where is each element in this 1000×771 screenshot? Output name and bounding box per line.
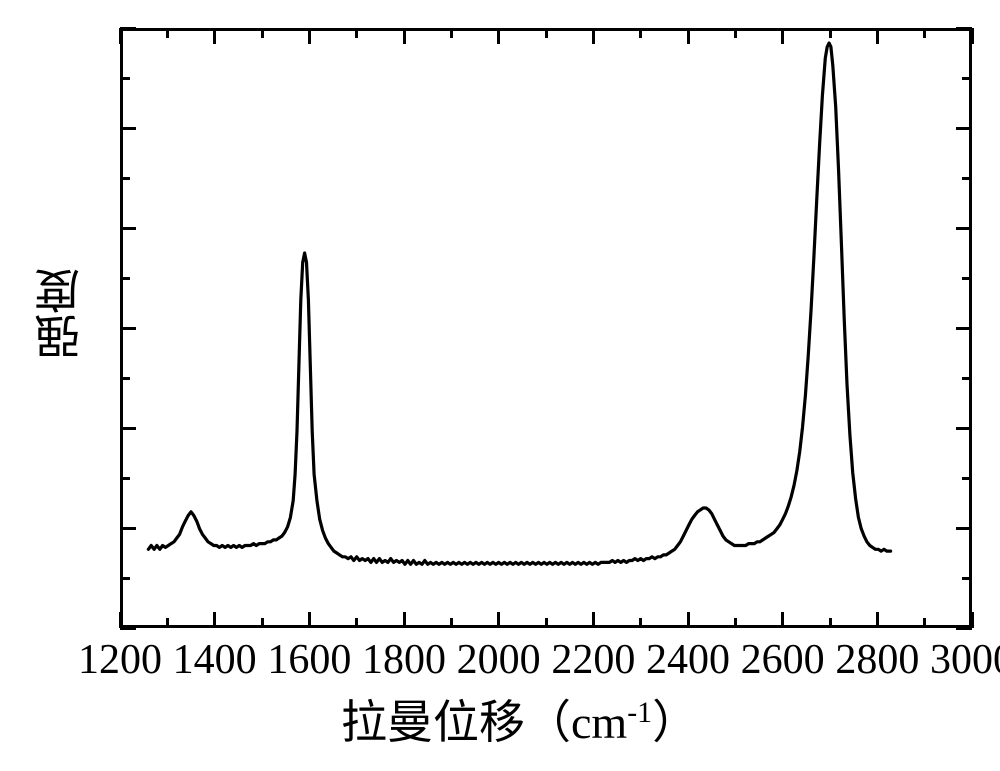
x-tick-major-top bbox=[403, 28, 406, 44]
y-tick-minor bbox=[120, 577, 130, 580]
y-tick-minor-right bbox=[962, 577, 972, 580]
y-tick-major-right bbox=[956, 327, 972, 330]
x-tick-major bbox=[308, 612, 311, 628]
x-tick-major-top bbox=[213, 28, 216, 44]
y-tick-minor-right bbox=[962, 277, 972, 280]
y-tick-major bbox=[120, 27, 136, 30]
x-tick-minor bbox=[261, 618, 264, 628]
x-tick-major bbox=[781, 612, 784, 628]
x-tick-minor-top bbox=[545, 28, 548, 38]
x-tick-major-top bbox=[876, 28, 879, 44]
y-tick-minor bbox=[120, 77, 130, 80]
x-tick-major-top bbox=[119, 28, 122, 44]
x-tick-minor-top bbox=[639, 28, 642, 38]
x-tick-label: 2200 bbox=[538, 636, 648, 684]
y-tick-major-right bbox=[956, 27, 972, 30]
y-tick-major-right bbox=[956, 427, 972, 430]
x-tick-minor bbox=[829, 618, 832, 628]
x-tick-minor bbox=[923, 618, 926, 628]
x-tick-major bbox=[403, 612, 406, 628]
x-tick-minor bbox=[355, 618, 358, 628]
x-tick-label: 1600 bbox=[254, 636, 364, 684]
x-tick-major bbox=[876, 612, 879, 628]
y-tick-major bbox=[120, 327, 136, 330]
y-tick-minor-right bbox=[962, 77, 972, 80]
x-tick-minor bbox=[734, 618, 737, 628]
y-tick-minor bbox=[120, 177, 130, 180]
x-tick-major-top bbox=[308, 28, 311, 44]
x-tick-major bbox=[687, 612, 690, 628]
y-tick-major bbox=[120, 427, 136, 430]
x-tick-major bbox=[497, 612, 500, 628]
x-tick-label: 2000 bbox=[444, 636, 554, 684]
x-tick-major-top bbox=[781, 28, 784, 44]
x-tick-label: 3000 bbox=[917, 636, 1000, 684]
x-tick-label: 2600 bbox=[728, 636, 838, 684]
x-tick-label: 2800 bbox=[822, 636, 932, 684]
x-tick-minor-top bbox=[829, 28, 832, 38]
x-tick-label: 1800 bbox=[349, 636, 459, 684]
y-tick-major bbox=[120, 527, 136, 530]
x-tick-major-top bbox=[971, 28, 974, 44]
y-tick-major bbox=[120, 627, 136, 630]
y-tick-major-right bbox=[956, 627, 972, 630]
x-tick-minor bbox=[639, 618, 642, 628]
y-tick-major bbox=[120, 127, 136, 130]
x-tick-label: 1200 bbox=[65, 636, 175, 684]
x-tick-minor bbox=[166, 618, 169, 628]
x-tick-minor-top bbox=[355, 28, 358, 38]
y-tick-minor bbox=[120, 277, 130, 280]
x-tick-minor-top bbox=[923, 28, 926, 38]
x-tick-minor-top bbox=[734, 28, 737, 38]
raman-spectrum-chart: 强度 拉曼位移（cm-1） 12001400160018002000220024… bbox=[0, 0, 1000, 771]
y-tick-minor-right bbox=[962, 177, 972, 180]
x-tick-major-top bbox=[592, 28, 595, 44]
y-tick-minor bbox=[120, 477, 130, 480]
x-tick-major bbox=[592, 612, 595, 628]
x-tick-major-top bbox=[497, 28, 500, 44]
x-tick-major bbox=[213, 612, 216, 628]
x-tick-minor bbox=[450, 618, 453, 628]
x-tick-minor-top bbox=[166, 28, 169, 38]
y-tick-major bbox=[120, 227, 136, 230]
y-tick-major-right bbox=[956, 227, 972, 230]
x-tick-major-top bbox=[687, 28, 690, 44]
x-tick-minor-top bbox=[450, 28, 453, 38]
y-tick-minor bbox=[120, 377, 130, 380]
x-tick-label: 1400 bbox=[160, 636, 270, 684]
x-tick-minor bbox=[545, 618, 548, 628]
y-tick-minor-right bbox=[962, 377, 972, 380]
y-tick-minor-right bbox=[962, 477, 972, 480]
y-tick-major-right bbox=[956, 127, 972, 130]
x-tick-label: 2400 bbox=[633, 636, 743, 684]
y-tick-major-right bbox=[956, 527, 972, 530]
x-tick-minor-top bbox=[261, 28, 264, 38]
